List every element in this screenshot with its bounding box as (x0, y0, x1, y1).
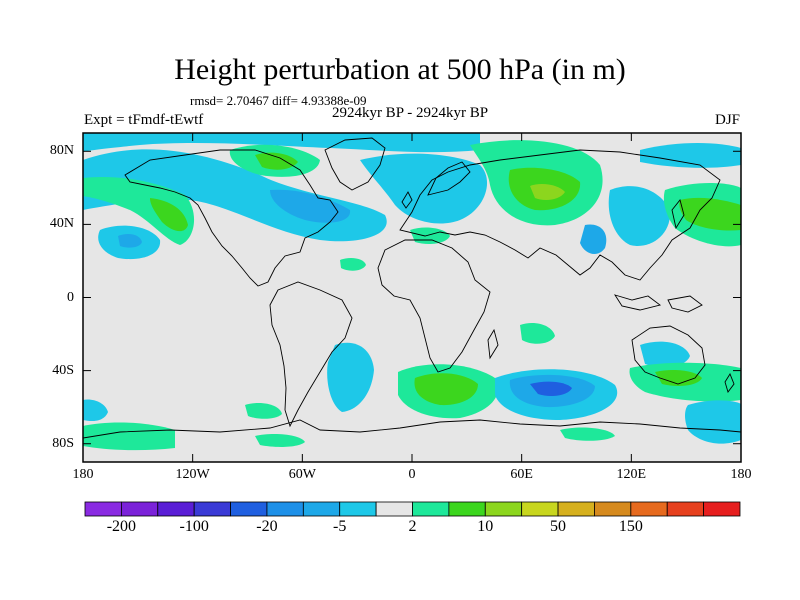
coastline (427, 161, 471, 196)
lat-tick-label: 0 (67, 289, 74, 305)
lat-tick-label: 80N (49, 143, 74, 159)
colorbar-label: -20 (256, 518, 278, 535)
colorbar-label: 10 (477, 518, 494, 535)
colorbar-swatch (666, 501, 705, 517)
colorbar-swatch (412, 501, 450, 517)
contour-region (685, 400, 741, 444)
coastline (83, 419, 741, 439)
coastline (269, 281, 353, 428)
coastline (324, 137, 386, 191)
contour-region (327, 342, 374, 412)
colorbar-swatch (375, 501, 413, 517)
lon-tick-label: 0 (408, 467, 416, 482)
contour-region (150, 198, 188, 232)
lon-tick-label: 60W (288, 467, 316, 482)
coastline (631, 325, 706, 385)
contour-region (640, 143, 741, 168)
colorbar-swatch (703, 501, 741, 517)
contour-region (679, 197, 741, 231)
coastline (667, 295, 703, 313)
contour-fields (83, 133, 741, 451)
season-label: DJF (714, 112, 740, 128)
colorbar-swatch (594, 501, 632, 517)
contour-region (83, 133, 480, 153)
colorbar-swatch (120, 501, 159, 517)
lat-tick-label: 40S (52, 362, 74, 378)
contour-region (340, 257, 366, 271)
contour-region (360, 153, 488, 224)
colorbar-swatch (193, 501, 231, 517)
colorbar-label: -100 (179, 518, 209, 535)
colorbar-swatch (339, 501, 377, 517)
colorbar-label: -5 (333, 518, 347, 535)
colorbar-swatch (157, 501, 195, 517)
coastline (399, 149, 721, 281)
colorbar-swatch (557, 501, 595, 517)
coastline (671, 199, 685, 230)
colorbar-label: 2 (408, 518, 417, 535)
contour-region (655, 370, 702, 386)
contour-region (520, 323, 555, 344)
lon-tick-label: 60E (510, 467, 533, 482)
lon-tick-label: 180 (730, 467, 752, 482)
coastline (124, 149, 339, 287)
colorbar-swatch (521, 501, 559, 517)
lat-tick-label: 40N (49, 216, 74, 232)
coastline (487, 328, 499, 360)
lon-tick-label: 120E (616, 467, 647, 482)
contour-region (245, 403, 282, 419)
coastline (377, 239, 491, 373)
colorbar-swatch (230, 501, 268, 517)
colorbar-label: 50 (550, 518, 567, 535)
colorbar-swatch (266, 501, 304, 517)
colorbar-label: 150 (618, 518, 643, 535)
coastlines (83, 137, 741, 439)
colorbar-swatch (630, 501, 668, 517)
colorbar-swatch (448, 501, 486, 517)
coastline (724, 373, 735, 393)
period-label: 2924kyr BP - 2924kyr BP (331, 105, 489, 121)
colorbar-swatch (84, 501, 122, 517)
plot-title: Height perturbation at 500 hPa (in m) (174, 53, 626, 86)
contour-region (270, 189, 351, 223)
contour-region (83, 422, 175, 451)
contour-region (83, 176, 195, 245)
contour-region (414, 373, 478, 406)
axis-ticks (82, 133, 742, 462)
colorbar (84, 501, 741, 517)
contour-region (640, 341, 690, 368)
lon-tick-label: 120W (175, 467, 210, 482)
contour-region (560, 427, 615, 441)
coastline (613, 294, 662, 311)
contour-region (530, 184, 565, 200)
experiment-label: Expt = tFmdf-tEwtf (84, 112, 204, 128)
contour-region (255, 152, 298, 170)
colorbar-label: -200 (106, 518, 137, 535)
contour-region (608, 186, 671, 246)
contour-region (83, 399, 108, 422)
colorbar-swatch (484, 501, 523, 517)
colorbar-swatch (302, 501, 341, 517)
contour-region (255, 434, 305, 447)
contour-region (530, 381, 572, 396)
contour-region (118, 234, 142, 248)
stats-text: rmsd= 2.70467 diff= 4.93388e-09 (190, 93, 367, 108)
lat-tick-label: 80S (52, 435, 74, 451)
contour-region (580, 224, 607, 255)
coastline (401, 191, 413, 209)
lon-tick-label: 180 (72, 467, 94, 482)
